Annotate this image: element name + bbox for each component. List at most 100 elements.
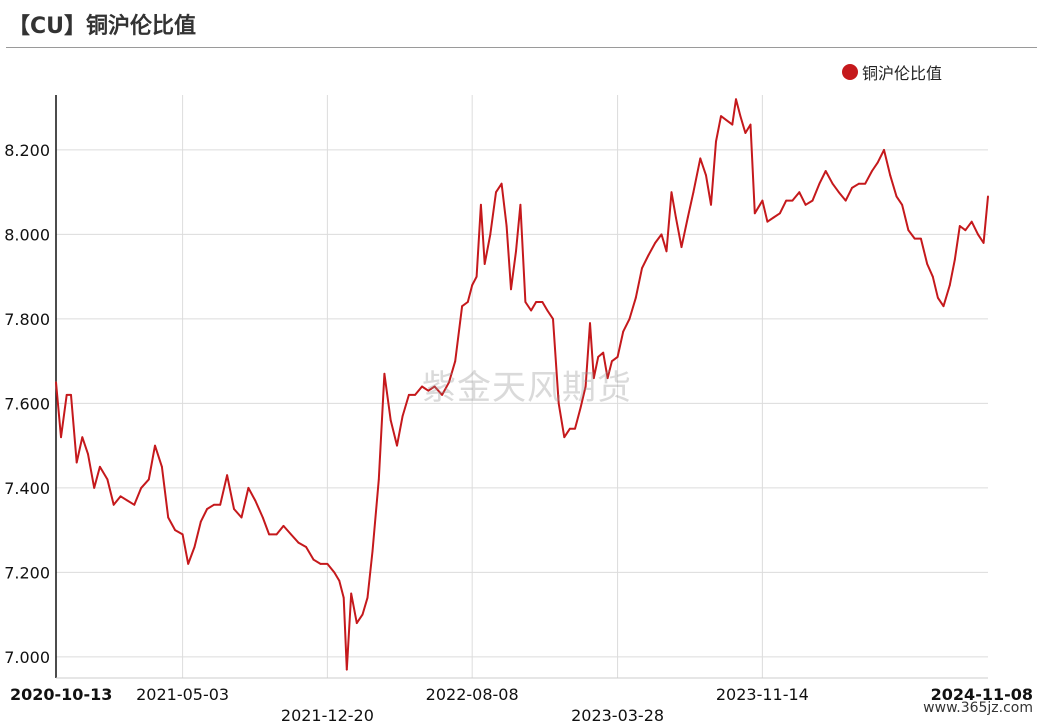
data-point — [282, 525, 285, 527]
data-point — [377, 478, 380, 481]
data-point — [720, 115, 722, 117]
data-point — [569, 427, 571, 430]
data-point — [725, 119, 728, 122]
data-point — [471, 284, 474, 286]
data-point — [692, 191, 695, 194]
data-point — [557, 402, 560, 405]
data-point — [791, 199, 794, 202]
data-point — [408, 394, 410, 396]
data-point — [744, 132, 747, 134]
data-point — [844, 199, 847, 202]
data-point — [240, 516, 243, 519]
data-point — [414, 394, 416, 396]
x-tick-label: 2023-03-28 — [571, 706, 664, 724]
data-point — [546, 309, 549, 312]
data-point — [119, 495, 122, 498]
data-point — [970, 220, 973, 223]
data-point — [167, 516, 170, 519]
data-point — [579, 406, 582, 409]
data-point — [505, 225, 508, 227]
data-point — [126, 499, 129, 502]
data-point — [199, 520, 202, 523]
data-point — [480, 203, 482, 206]
data-point — [779, 212, 781, 215]
data-point — [926, 263, 929, 265]
y-tick-label: 8.200 — [4, 141, 50, 160]
data-point — [818, 182, 821, 185]
data-point — [665, 250, 668, 253]
data-point — [383, 372, 386, 375]
data-point — [589, 322, 591, 324]
data-point — [563, 436, 566, 439]
data-point — [824, 170, 827, 172]
data-point — [99, 465, 101, 468]
data-point — [81, 436, 84, 439]
data-point — [913, 237, 916, 240]
data-point — [876, 161, 879, 164]
data-point — [333, 571, 336, 574]
data-point — [597, 356, 600, 358]
data-point — [519, 203, 522, 206]
data-point — [895, 195, 898, 198]
data-point — [261, 516, 264, 519]
x-tick-label: 2022-08-08 — [426, 685, 519, 704]
data-point — [864, 182, 867, 185]
data-point — [535, 301, 537, 303]
data-point — [647, 254, 650, 257]
data-point — [964, 229, 967, 232]
data-point — [305, 546, 307, 548]
data-point — [785, 199, 788, 202]
chart-header: 【CU】铜沪伦比值 — [0, 0, 1039, 48]
data-point — [541, 301, 544, 303]
data-point — [161, 465, 163, 468]
data-point — [350, 592, 353, 595]
data-point — [634, 296, 637, 299]
data-point — [421, 385, 423, 388]
data-point — [937, 296, 939, 299]
legend-series-label: 铜沪伦比值 — [862, 64, 943, 83]
data-point — [699, 157, 702, 160]
data-point — [427, 389, 430, 392]
data-point — [290, 533, 292, 536]
data-point — [686, 216, 689, 219]
y-tick-label: 7.200 — [4, 563, 50, 582]
data-point — [710, 203, 712, 206]
data-point — [371, 550, 374, 553]
x-tick-label: 2020-10-13 — [10, 685, 112, 704]
y-tick-label: 8.000 — [4, 225, 50, 244]
data-point — [233, 508, 235, 510]
data-point — [524, 301, 527, 303]
data-point — [616, 356, 619, 358]
data-point — [731, 123, 734, 126]
data-point — [660, 233, 663, 236]
data-point — [889, 174, 892, 177]
legend-series-marker — [842, 64, 858, 80]
data-point — [226, 474, 229, 477]
data-point — [154, 444, 156, 447]
data-point — [982, 242, 985, 244]
data-point — [326, 563, 329, 565]
series-line — [55, 98, 989, 671]
page-title: 【CU】铜沪伦比值 — [8, 14, 197, 39]
data-point — [871, 170, 873, 172]
data-point — [948, 284, 951, 286]
data-point — [448, 381, 450, 384]
data-point — [675, 216, 677, 219]
data-point — [592, 377, 595, 379]
data-point — [65, 394, 68, 396]
data-point — [401, 415, 404, 417]
data-point — [461, 305, 463, 308]
data-point — [312, 558, 315, 561]
data-point — [206, 508, 209, 510]
data-point — [958, 225, 961, 227]
data-point — [670, 191, 673, 194]
data-point — [987, 195, 989, 198]
data-point — [433, 385, 436, 388]
chart-legend[interactable]: 铜沪伦比值 — [842, 60, 942, 84]
data-point — [389, 419, 392, 422]
plot-area — [55, 98, 989, 671]
data-point — [606, 377, 609, 379]
data-point — [530, 309, 532, 312]
data-point — [901, 203, 903, 206]
